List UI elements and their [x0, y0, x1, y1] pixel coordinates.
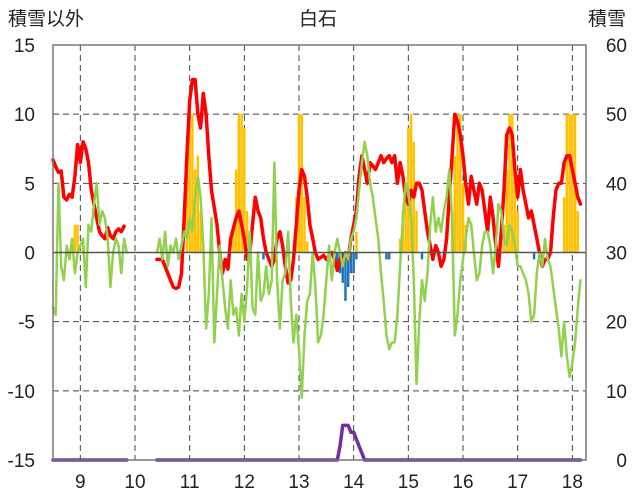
orange-bar — [305, 241, 309, 253]
orange-bar — [240, 114, 243, 253]
x-tick-label: 10 — [124, 472, 145, 493]
right-axis-title: 積雪 — [588, 8, 626, 30]
x-tick-label: 13 — [288, 472, 309, 493]
red-series-line — [51, 77, 583, 291]
orange-bar — [196, 155, 200, 253]
blue-bar — [341, 252, 344, 283]
orange-bar — [459, 114, 462, 253]
gridlines — [53, 45, 586, 460]
purple-series-line — [51, 423, 583, 462]
blue-bar — [355, 252, 358, 260]
left-tick-label: -5 — [18, 313, 35, 334]
orange-bar — [505, 169, 508, 253]
x-tick-label: 15 — [398, 472, 419, 493]
right-tick-label: 40 — [606, 174, 627, 195]
blue-bar — [385, 252, 388, 260]
orange-bar — [513, 169, 517, 253]
orange-bar — [355, 231, 358, 253]
orange-bar — [188, 114, 191, 253]
blue-bar — [420, 252, 424, 260]
blue-bar — [349, 252, 353, 274]
right-tick-label: 50 — [606, 105, 627, 126]
orange-bar — [415, 211, 418, 253]
orange-bar — [76, 224, 79, 253]
right-tick-label: 0 — [616, 451, 627, 472]
plot-frame — [52, 44, 587, 461]
left-tick-label: 10 — [14, 105, 35, 126]
orange-bar — [199, 211, 202, 253]
orange-bar — [461, 183, 465, 253]
orange-bar — [245, 211, 249, 253]
x-tick-label: 9 — [75, 472, 86, 493]
orange-bar — [508, 114, 511, 253]
orange-bar — [237, 114, 241, 253]
orange-bar — [565, 114, 569, 253]
orange-bar — [243, 128, 246, 253]
green-series-line — [51, 140, 582, 400]
x-tick-label: 18 — [562, 472, 583, 493]
x-tick-label: 17 — [507, 472, 528, 493]
orange-bar — [562, 197, 566, 253]
orange-bar — [303, 197, 306, 253]
line-series — [51, 77, 583, 462]
x-tick-label: 16 — [452, 472, 473, 493]
right-tick-label: 20 — [606, 313, 627, 334]
orange-bar — [510, 114, 514, 253]
right-tick-label: 60 — [606, 36, 627, 57]
orange-bar — [516, 211, 519, 253]
left-tick-label: -15 — [8, 451, 35, 472]
right-tick-label: 10 — [606, 382, 627, 403]
x-tick-label: 14 — [343, 472, 365, 493]
chart-title: 白石 — [299, 8, 337, 30]
left-axis-title: 積雪以外 — [8, 8, 84, 30]
orange-bar — [191, 114, 194, 253]
orange-bar — [404, 183, 407, 253]
blue-bar — [336, 252, 339, 267]
left-tick-label: 0 — [24, 244, 35, 265]
orange-bar — [232, 224, 235, 253]
orange-bar — [568, 114, 571, 253]
blue-bar — [532, 252, 536, 260]
blue-bar — [387, 252, 391, 260]
right-tick-label: 30 — [606, 244, 627, 265]
x-tick-label: 11 — [180, 472, 200, 493]
orange-bar — [453, 155, 457, 253]
left-tick-label: -10 — [8, 382, 35, 403]
left-tick-label: 15 — [14, 36, 35, 57]
orange-bar — [185, 141, 189, 253]
blue-bar — [346, 252, 350, 288]
left-tick-label: 5 — [24, 174, 35, 195]
orange-bar — [234, 169, 238, 253]
orange-bar — [300, 114, 303, 253]
blue-bar — [352, 252, 355, 274]
x-tick-label: 12 — [234, 472, 255, 493]
orange-bar — [73, 224, 77, 253]
orange-bar — [571, 114, 574, 253]
orange-bar — [456, 114, 459, 253]
orange-bar — [576, 211, 580, 253]
orange-bar — [409, 114, 413, 253]
blue-bar — [262, 252, 265, 260]
blue-bar — [344, 252, 347, 301]
